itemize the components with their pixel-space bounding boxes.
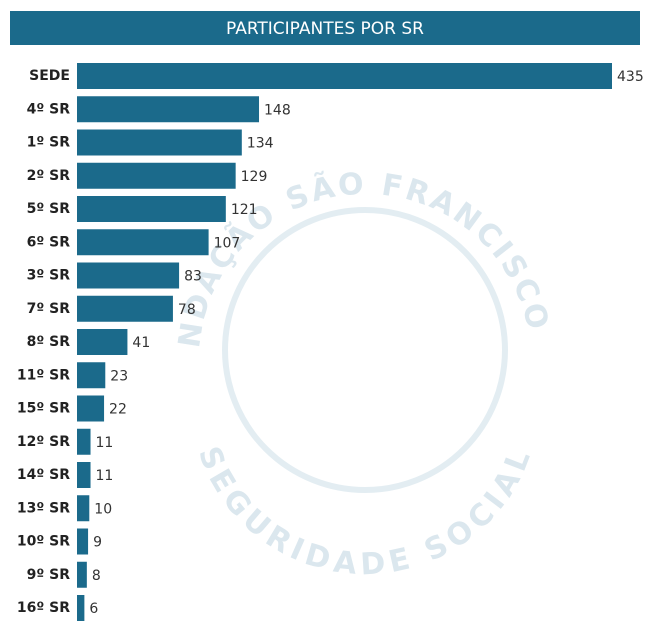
category-label: 6º SR [27,234,71,250]
value-label: 11 [96,435,114,451]
value-label: 22 [109,402,127,418]
bar [77,162,236,189]
bar [77,129,242,156]
value-label: 23 [110,368,128,384]
category-label: 7º SR [27,301,71,317]
value-label: 11 [96,468,114,484]
bar [77,63,612,89]
category-label: 10º SR [17,534,70,550]
value-label: 6 [89,601,98,617]
value-label: 83 [184,269,202,285]
category-label: 5º SR [27,201,71,217]
value-label: 78 [178,302,196,318]
category-label: 4º SR [27,101,71,117]
category-label: 15º SR [17,401,70,417]
category-label: 2º SR [27,168,71,184]
value-label: 121 [231,202,258,218]
category-label: SEDE [29,68,70,84]
bar [77,395,105,422]
value-label: 9 [93,535,102,551]
category-label: 8º SR [27,334,71,350]
chart-title: PARTICIPANTES POR SR [226,19,424,39]
category-label: 11º SR [17,367,70,383]
value-label: 148 [264,102,291,118]
category-label: 14º SR [17,467,70,483]
bar [77,229,209,256]
category-label: 3º SR [27,268,71,284]
value-label: 8 [92,568,101,584]
value-label: 41 [132,335,150,351]
bar [77,561,87,588]
bar [77,495,90,522]
value-label: 134 [247,136,274,152]
value-label: 435 [617,69,644,85]
bar [77,262,180,289]
category-label: 9º SR [27,567,71,583]
bar [77,362,106,389]
bar [77,428,91,455]
category-label: 16º SR [17,600,70,616]
title-bar [10,11,640,45]
bar [77,595,85,621]
category-label: 12º SR [17,434,70,450]
value-label: 129 [241,169,268,185]
value-label: 10 [94,501,112,517]
bar [77,196,226,222]
value-label: 107 [214,235,241,251]
category-label: 1º SR [27,135,71,151]
bar [77,329,128,355]
bar [77,528,89,555]
category-label: 13º SR [17,500,70,516]
bar [77,462,91,488]
bar [77,295,173,322]
watermark-ring [222,207,508,493]
bar [77,96,260,123]
